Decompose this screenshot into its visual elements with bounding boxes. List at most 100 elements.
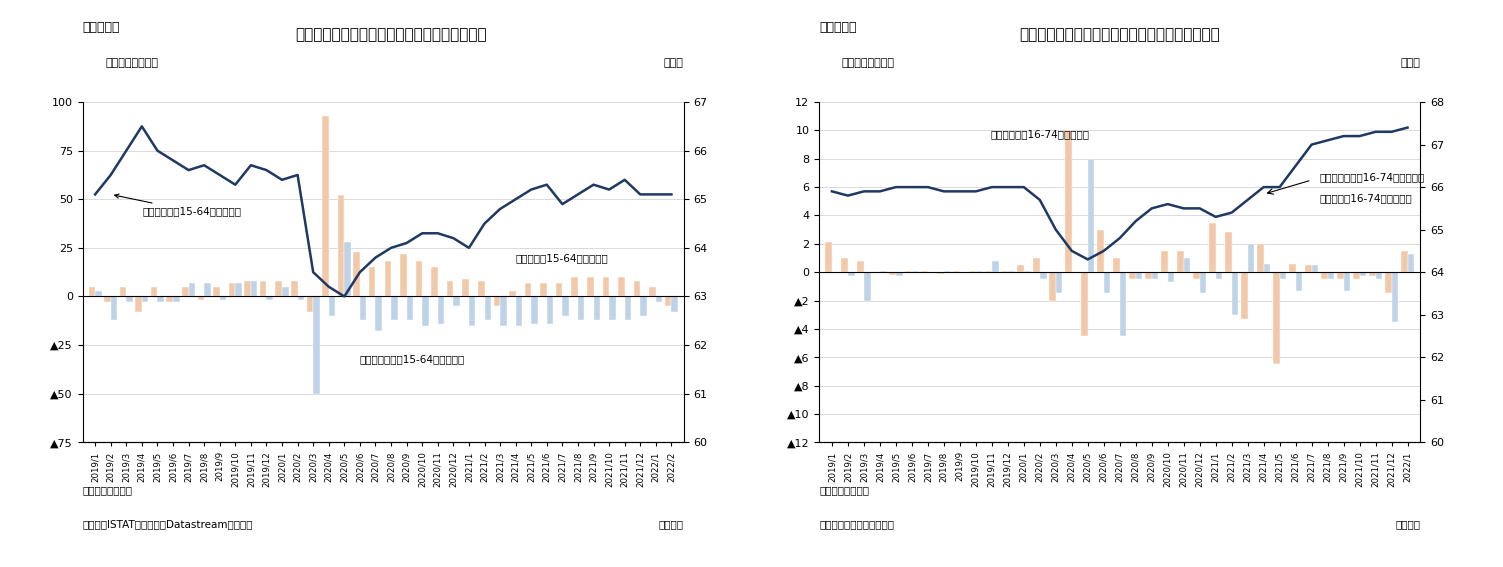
Bar: [975, 270, 983, 272]
Bar: [251, 281, 257, 297]
Bar: [422, 297, 428, 325]
Bar: [556, 283, 562, 297]
Bar: [649, 287, 655, 297]
Bar: [672, 297, 678, 312]
Text: 労働参加率（16-74才、右軸）: 労働参加率（16-74才、右軸）: [990, 129, 1090, 139]
Bar: [1177, 251, 1184, 272]
Bar: [1407, 254, 1414, 272]
Bar: [1225, 232, 1231, 272]
Bar: [1327, 272, 1335, 279]
Bar: [463, 279, 469, 297]
Bar: [1168, 272, 1174, 282]
Bar: [1241, 272, 1247, 319]
Text: 労働参加率（15-64才、右軸）: 労働参加率（15-64才、右軸）: [114, 194, 242, 217]
Bar: [260, 281, 266, 297]
Bar: [1208, 222, 1216, 272]
Bar: [1290, 264, 1296, 272]
Bar: [126, 297, 132, 302]
Bar: [634, 281, 640, 297]
Bar: [167, 297, 173, 302]
Bar: [1160, 251, 1168, 272]
Bar: [1392, 272, 1398, 322]
Bar: [385, 261, 391, 297]
Bar: [500, 297, 507, 325]
Bar: [1384, 272, 1392, 294]
Bar: [1009, 270, 1015, 272]
Bar: [640, 297, 646, 316]
Text: （図表８）: （図表８）: [819, 21, 857, 34]
Bar: [1040, 272, 1046, 279]
Bar: [848, 272, 855, 276]
Bar: [368, 267, 376, 297]
Bar: [1081, 272, 1088, 336]
Bar: [1247, 244, 1255, 272]
Bar: [1018, 265, 1024, 272]
Text: 非労働者人口（16-74才）の変化: 非労働者人口（16-74才）の変化: [1320, 172, 1425, 182]
Bar: [173, 297, 179, 302]
Bar: [921, 270, 927, 272]
Bar: [228, 283, 236, 297]
Bar: [1353, 272, 1360, 279]
Bar: [376, 297, 382, 332]
Bar: [1296, 272, 1302, 290]
Bar: [525, 283, 531, 297]
Bar: [89, 287, 95, 297]
Bar: [571, 277, 579, 297]
Text: （％）: （％）: [664, 58, 684, 68]
Bar: [664, 297, 672, 306]
Bar: [896, 272, 903, 276]
Text: 非労働者人口（15-64才）の変化: 非労働者人口（15-64才）の変化: [359, 354, 464, 365]
Bar: [344, 242, 350, 297]
Bar: [1336, 272, 1344, 279]
Bar: [391, 297, 398, 320]
Bar: [95, 291, 102, 297]
Bar: [1305, 265, 1312, 272]
Bar: [1199, 272, 1207, 294]
Bar: [510, 291, 516, 297]
Bar: [111, 297, 117, 320]
Bar: [292, 281, 298, 297]
Bar: [1088, 159, 1094, 272]
Bar: [1231, 272, 1238, 315]
Bar: [1066, 130, 1072, 272]
Bar: [984, 270, 992, 272]
Bar: [857, 261, 864, 272]
Bar: [890, 272, 896, 275]
Bar: [359, 297, 367, 320]
Bar: [135, 297, 141, 312]
Text: （資料）ISTATのデータをDatastreamより取得: （資料）ISTATのデータをDatastreamより取得: [83, 519, 253, 530]
Bar: [992, 261, 998, 272]
Bar: [213, 287, 219, 297]
Bar: [1001, 270, 1009, 272]
Bar: [1193, 272, 1199, 279]
Bar: [540, 283, 547, 297]
Bar: [407, 297, 413, 320]
Bar: [1184, 258, 1190, 272]
Bar: [431, 267, 437, 297]
Bar: [329, 297, 335, 316]
Bar: [603, 277, 609, 297]
Bar: [416, 261, 422, 297]
Text: （％）: （％）: [1401, 58, 1420, 68]
Bar: [562, 297, 570, 316]
Bar: [1273, 272, 1279, 364]
Bar: [158, 297, 164, 302]
Bar: [1369, 272, 1375, 276]
Bar: [1024, 270, 1031, 272]
Bar: [1151, 272, 1159, 279]
Bar: [307, 297, 313, 312]
Bar: [864, 272, 870, 301]
Text: （前月差、万人）: （前月差、万人）: [842, 58, 894, 68]
Bar: [594, 297, 600, 320]
Bar: [437, 297, 445, 324]
Bar: [516, 297, 522, 325]
Bar: [283, 287, 289, 297]
Bar: [236, 283, 242, 297]
Bar: [879, 270, 887, 272]
Text: ポルトガルの失業者・非労働力人口・労働参加率: ポルトガルの失業者・非労働力人口・労働参加率: [1019, 28, 1220, 43]
Bar: [1344, 272, 1350, 290]
Bar: [1145, 272, 1151, 279]
Bar: [1375, 272, 1383, 279]
Bar: [1321, 272, 1327, 279]
Bar: [1257, 244, 1264, 272]
